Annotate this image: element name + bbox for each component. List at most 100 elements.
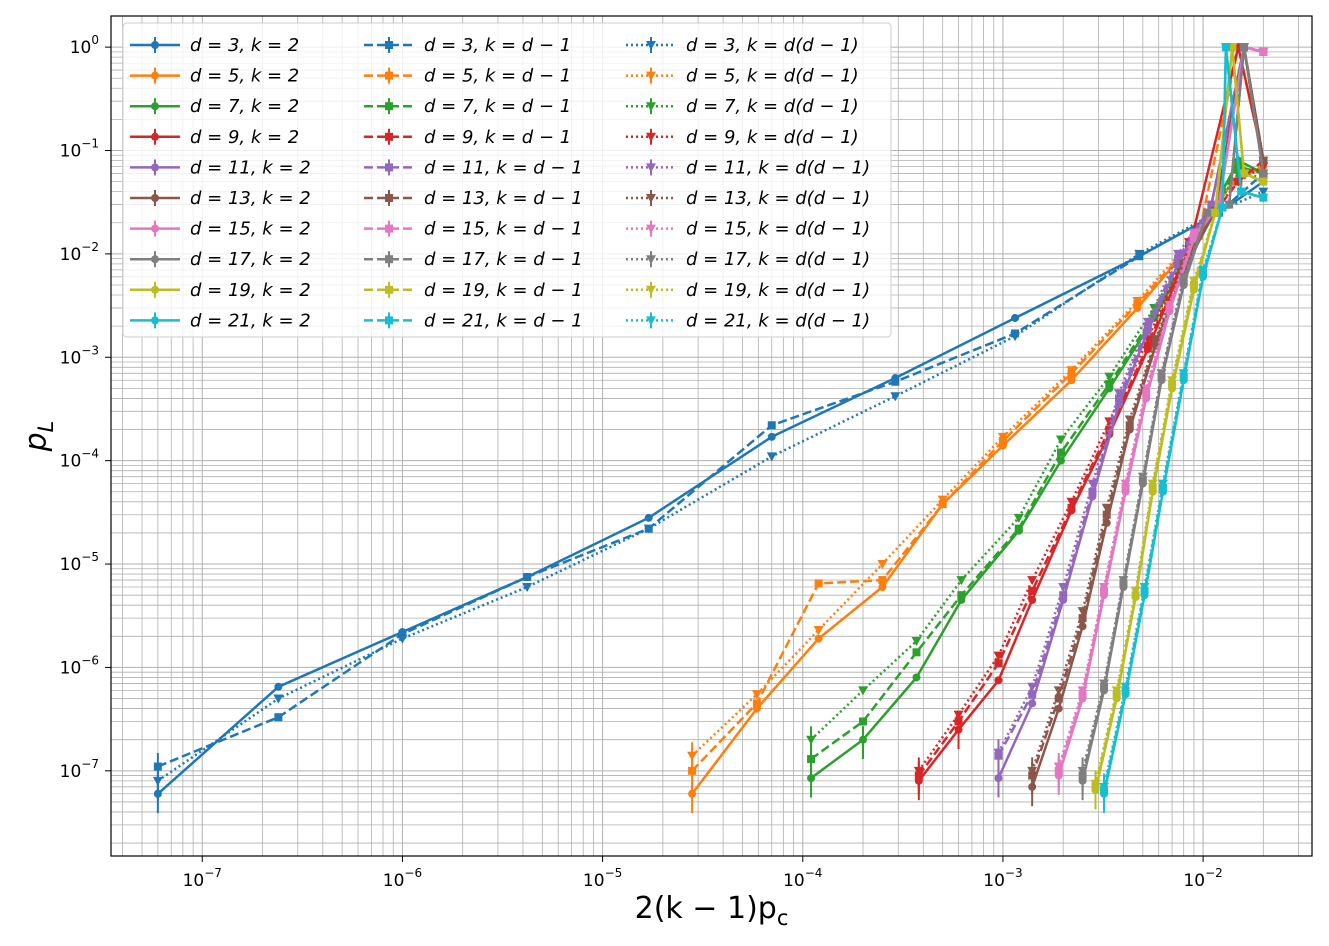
legend-label: d = 15, k = d − 1 [424, 219, 583, 240]
legend-swatch-marker [151, 163, 159, 172]
x-tick-label-exponent: −6 [404, 866, 422, 880]
x-tick-label-exponent: −4 [805, 866, 823, 880]
x-tick-label: 10−2 [1183, 866, 1222, 891]
legend-swatch-marker [151, 41, 159, 49]
data-point [1010, 332, 1021, 342]
legend-label: d = 13, k = d(d − 1) [686, 188, 870, 209]
data-point [644, 513, 653, 522]
legend-item: d = 21, k = d(d − 1) [626, 310, 870, 331]
data-point [1011, 313, 1020, 322]
x-tick-label-base: 10 [383, 871, 405, 891]
legend-label: d = 15, k = d(d − 1) [686, 219, 870, 240]
legend-swatch-marker [385, 132, 393, 141]
data-point [912, 648, 921, 657]
legend-item: d = 3, k = d(d − 1) [626, 35, 859, 56]
data-point [1053, 686, 1064, 696]
legend: d = 3, k = 2 d = 5, k = 2 d = 7, k = 2 d = … [122, 22, 892, 338]
data-point [859, 735, 868, 744]
data-point [1188, 228, 1199, 238]
data-point [767, 432, 776, 441]
y-tick-label-base: 10 [60, 555, 82, 575]
y-tick-label-exponent: −5 [81, 550, 99, 564]
y-tick-label-base: 10 [60, 762, 82, 782]
data-point [878, 576, 887, 585]
x-tick-label-base: 10 [783, 871, 805, 891]
legend-item: d = 5, k = d(d − 1) [626, 66, 859, 87]
legend-swatch-marker [385, 285, 393, 294]
data-point [1238, 169, 1249, 179]
data-point [858, 686, 869, 696]
data-point [953, 710, 964, 720]
legend-label: d = 11, k = d − 1 [424, 157, 583, 178]
data-point [1164, 301, 1175, 311]
legend-item: d = 13, k = 2 [130, 188, 311, 209]
y-tick-label: 10−1 [60, 137, 99, 162]
y-tick-label: 10−7 [60, 757, 99, 782]
data-point [813, 626, 824, 636]
y-tick-label-base: 10 [60, 658, 82, 678]
legend-swatch-marker [646, 41, 656, 50]
data-point [1188, 276, 1199, 286]
y-axis-label-subscript: L [34, 421, 58, 433]
y-tick-label: 10−3 [60, 343, 99, 368]
legend-swatch-marker [646, 132, 656, 142]
legend-swatch-marker [385, 71, 393, 80]
y-tick-label-base: 10 [70, 38, 92, 58]
data-point [1202, 208, 1213, 218]
data-point [1130, 586, 1141, 596]
data-point [877, 560, 888, 570]
legend-item: d = 5, k = d − 1 [364, 66, 571, 87]
data-point [1178, 272, 1189, 282]
legend-swatch-marker [646, 163, 656, 173]
legend-item: d = 15, k = d(d − 1) [626, 219, 870, 240]
data-point [1143, 341, 1152, 350]
x-axis-label-main: 2(k − 1)p [635, 891, 777, 926]
data-point [766, 452, 777, 462]
data-point [1142, 317, 1153, 327]
data-point [1077, 607, 1088, 617]
series-line [1031, 45, 1265, 772]
y-tick-label-exponent: 0 [91, 33, 99, 47]
y-tick-label-exponent: −4 [81, 447, 99, 461]
data-point [643, 524, 654, 534]
series-d5-kdd1 [687, 162, 1269, 776]
legend-label: d = 17, k = d(d − 1) [686, 249, 870, 270]
data-point [1125, 421, 1134, 430]
series-line [1057, 45, 1264, 767]
data-point [1258, 47, 1269, 57]
legend-label: d = 21, k = d − 1 [424, 310, 583, 331]
series-line [1031, 45, 1265, 777]
y-tick-label-exponent: −6 [81, 653, 99, 667]
data-point [1118, 576, 1129, 586]
series-line [917, 45, 1265, 782]
legend-label: d = 13, k = d − 1 [424, 188, 583, 209]
legend-swatch-marker [151, 285, 159, 294]
legend-swatch-marker [385, 163, 393, 172]
data-point [1224, 200, 1235, 210]
data-point [1014, 524, 1023, 533]
legend-swatch-marker [385, 224, 393, 233]
data-point [1236, 187, 1247, 197]
series-d17-kdd1 [1077, 43, 1269, 791]
data-point [1157, 479, 1168, 489]
data-point [1137, 472, 1148, 482]
legend-label: d = 19, k = d − 1 [424, 280, 583, 301]
data-point [1173, 249, 1184, 259]
legend-item: d = 15, k = d − 1 [364, 219, 583, 240]
legend-label: d = 17, k = 2 [190, 249, 311, 270]
x-axis-label-subscript: c [777, 906, 789, 930]
data-point [1087, 479, 1098, 489]
legend-item: d = 21, k = 2 [130, 310, 311, 331]
data-point [274, 713, 283, 722]
legend-item: d = 7, k = 2 [130, 96, 299, 117]
data-point [767, 421, 776, 430]
data-point [806, 735, 817, 745]
legend-label: d = 19, k = 2 [190, 280, 311, 301]
data-point [1114, 394, 1123, 403]
y-tick-label: 10−4 [60, 447, 99, 472]
data-point [1101, 503, 1112, 513]
plot-frame [110, 15, 1313, 857]
legend-swatch-marker [646, 316, 656, 326]
data-point [1210, 208, 1221, 218]
